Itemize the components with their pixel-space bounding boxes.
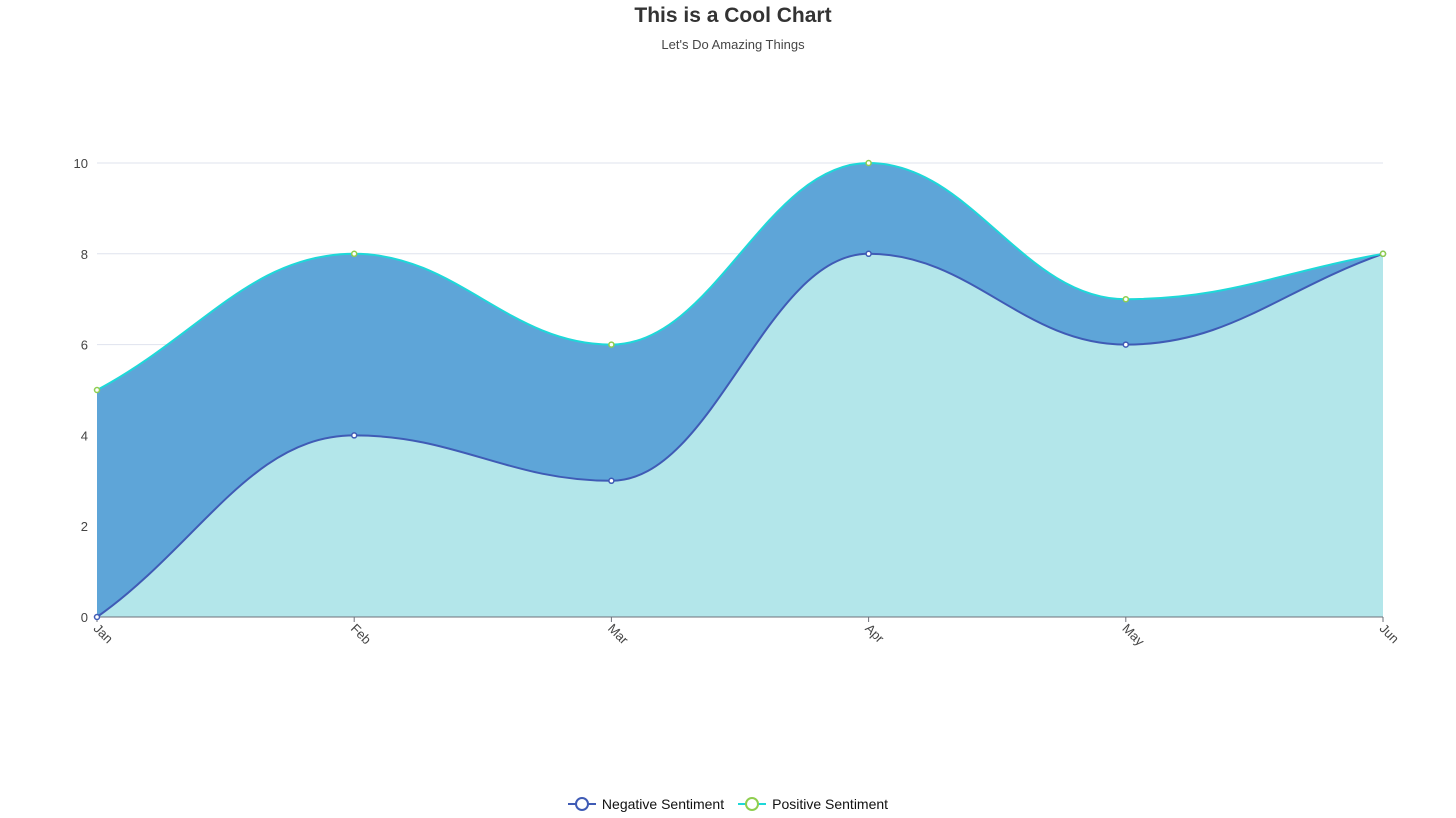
legend-swatch-positive-icon — [738, 797, 767, 811]
data-point-positive[interactable] — [350, 250, 358, 258]
data-point-positive[interactable] — [865, 159, 872, 167]
y-tick-label: 4 — [81, 428, 88, 443]
x-tick-label: May — [1119, 621, 1147, 649]
legend-swatch-negative-icon — [567, 797, 596, 811]
x-tick-label: Mar — [605, 621, 632, 648]
data-point-negative[interactable] — [93, 613, 101, 621]
chart-subtitle: Let's Do Amazing Things — [661, 37, 805, 52]
area-chart: 0 2 4 6 8 10 Jan Feb Mar Apr May Jun — [74, 156, 1403, 649]
data-point-negative[interactable] — [350, 432, 358, 439]
y-tick-label: 0 — [81, 610, 88, 625]
data-point-positive[interactable] — [1122, 295, 1130, 303]
x-tick-label: Jan — [91, 621, 116, 646]
chart-legend: Negative Sentiment Positive Sentiment — [0, 796, 1456, 812]
data-point-negative[interactable] — [608, 477, 615, 485]
legend-label-negative-sentiment: Negative Sentiment — [601, 796, 725, 812]
x-tick-label: Feb — [348, 621, 374, 647]
series-line-positive — [96, 161, 1384, 391]
x-tick-label: Jun — [1377, 621, 1402, 646]
x-tick-label: Apr — [862, 621, 887, 646]
chart-title: This is a Cool Chart — [634, 4, 832, 27]
y-tick-label: 8 — [81, 247, 88, 262]
legend-item-positive-sentiment[interactable]: Positive Sentiment — [738, 796, 888, 812]
legend-item-negative-sentiment[interactable]: Negative Sentiment — [567, 796, 725, 812]
data-point-negative[interactable] — [865, 250, 872, 258]
series-area-negative — [97, 253, 1383, 618]
y-tick-label: 2 — [81, 519, 88, 534]
data-point-positive[interactable] — [93, 386, 101, 394]
data-point-negative[interactable] — [1122, 341, 1130, 348]
y-tick-label: 6 — [81, 338, 88, 353]
data-point-positive[interactable] — [608, 341, 615, 348]
series-line-negative — [96, 252, 1384, 618]
legend-label-positive-sentiment: Positive Sentiment — [772, 796, 889, 812]
data-point-positive[interactable] — [1379, 250, 1387, 258]
y-tick-label: 10 — [74, 156, 88, 171]
